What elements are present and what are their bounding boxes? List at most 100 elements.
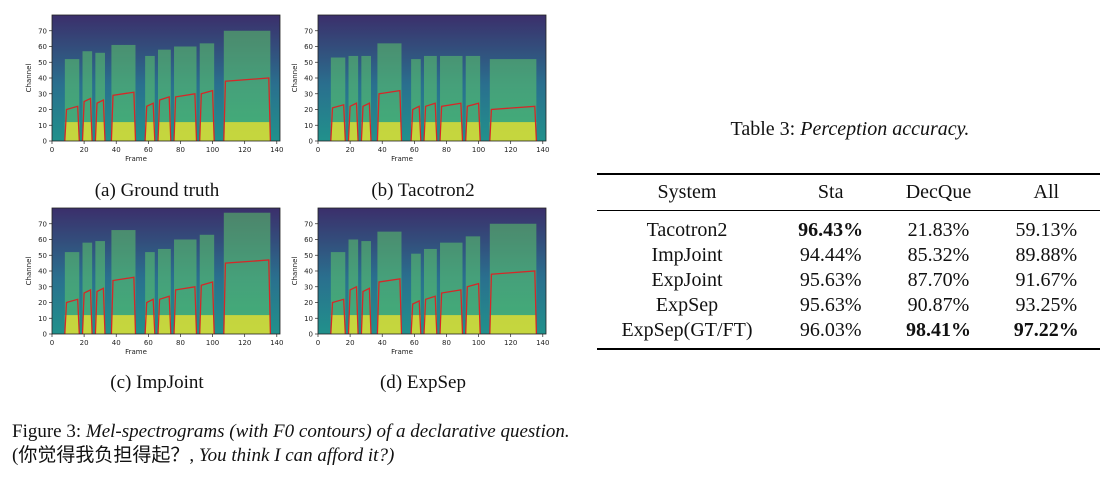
x-axis-label: Frame: [391, 348, 413, 356]
y-tick-label: 10: [38, 122, 47, 130]
y-tick-label: 60: [38, 236, 47, 244]
y-tick-label: 40: [38, 268, 47, 276]
y-tick-label: 70: [304, 27, 313, 35]
low-frequency-energy: [223, 315, 271, 334]
low-frequency-energy: [82, 315, 93, 334]
low-frequency-energy: [64, 122, 80, 141]
header-all: All: [992, 174, 1100, 211]
x-tick-label: 0: [50, 146, 54, 154]
cell-decque: 87.70%: [907, 269, 970, 291]
voiced-energy-band: [64, 59, 80, 141]
y-tick-label: 60: [304, 43, 313, 51]
y-tick-label: 30: [38, 283, 47, 291]
y-tick-label: 0: [43, 138, 47, 146]
table-caption-title: Perception accuracy.: [800, 118, 970, 140]
cell-system: ExpSep(GT/FT): [621, 319, 753, 341]
y-tick-label: 50: [304, 59, 313, 67]
figure-caption-prefix: Figure 3:: [12, 421, 86, 442]
panel-ground-truth: 0 20 40 60 80 100 120 140 0 10 20 30 40 50 60 70 Frame Ch…: [24, 10, 294, 170]
x-tick-label: 80: [442, 146, 451, 154]
low-frequency-energy: [330, 122, 346, 141]
low-frequency-energy: [489, 122, 537, 141]
low-frequency-energy: [423, 315, 437, 334]
low-frequency-energy: [465, 315, 481, 334]
table-row: ExpSep(GT/FT) 96.03% 98.41% 97.22%: [597, 318, 1100, 349]
voiced-energy-band: [411, 253, 421, 334]
cell-decque: 85.32%: [907, 244, 970, 266]
x-tick-label: 40: [378, 146, 387, 154]
x-tick-label: 120: [504, 339, 517, 347]
y-axis-label: Channel: [291, 257, 299, 286]
y-tick-label: 20: [304, 106, 313, 114]
y-tick-label: 0: [43, 331, 47, 339]
spectrogram-plot: 0 20 40 60 80 100 120 140 0 10 20 30 40 50 60 70 Frame Ch…: [291, 14, 549, 163]
voiced-energy-band: [440, 242, 463, 334]
low-frequency-energy: [489, 315, 537, 334]
low-frequency-energy: [411, 122, 421, 141]
x-tick-label: 100: [206, 339, 219, 347]
panel-expsep: 0 20 40 60 80 100 120 140 0 10 20 30 40 50 60 70 Frame Ch…: [290, 203, 560, 363]
figure-caption-chinese: (你觉得我负担得起？,: [12, 445, 199, 466]
low-frequency-energy: [411, 315, 421, 334]
voiced-energy-band: [423, 55, 437, 142]
f0-contour-line: [330, 89, 538, 142]
y-tick-label: 60: [38, 43, 47, 51]
spectrogram-plot: 0 20 40 60 80 100 120 140 0 10 20 30 40 50 60 70 Frame Ch…: [291, 207, 549, 356]
x-tick-label: 40: [378, 339, 387, 347]
y-tick-label: 70: [38, 27, 47, 35]
cell-sta: 96.43%: [798, 219, 864, 241]
cell-sta: 96.03%: [799, 319, 862, 341]
header-system: System: [597, 174, 777, 211]
x-axis-label: Frame: [125, 155, 147, 163]
spectrogram-plot: 0 20 40 60 80 100 120 140 0 10 20 30 40 50 60 70 Frame Ch…: [25, 14, 283, 163]
low-frequency-energy: [157, 315, 171, 334]
low-frequency-energy: [174, 122, 197, 141]
cell-system: Tacotron2: [646, 219, 728, 241]
x-tick-label: 80: [176, 339, 185, 347]
voiced-energy-band: [361, 55, 371, 142]
low-frequency-energy: [145, 122, 155, 141]
y-tick-label: 40: [38, 75, 47, 83]
x-tick-label: 40: [112, 146, 121, 154]
low-frequency-energy: [465, 122, 481, 141]
x-tick-label: 100: [472, 339, 485, 347]
voiced-energy-band: [174, 46, 197, 141]
x-tick-label: 60: [410, 339, 419, 347]
low-frequency-energy: [223, 122, 271, 141]
cell-system: ExpJoint: [651, 269, 723, 291]
voiced-energy-band: [82, 51, 93, 141]
voiced-energy-band: [348, 55, 359, 142]
y-axis-label: Channel: [25, 64, 33, 93]
x-tick-label: 100: [206, 146, 219, 154]
low-frequency-energy: [111, 122, 136, 141]
y-tick-label: 50: [38, 59, 47, 67]
y-tick-label: 70: [38, 220, 47, 228]
voiced-energy-band: [145, 252, 155, 334]
voiced-energy-band: [423, 248, 437, 334]
low-frequency-energy: [423, 122, 437, 141]
x-tick-label: 60: [144, 146, 153, 154]
figure-caption-translation: You think I can afford it?): [198, 445, 395, 466]
header-decque: DecQue: [884, 174, 993, 211]
table-row: Tacotron2 96.43% 21.83% 59.13%: [597, 211, 1100, 244]
y-tick-label: 10: [304, 315, 313, 323]
low-frequency-energy: [199, 315, 215, 334]
y-tick-label: 30: [304, 90, 313, 98]
figure-caption: Figure 3: Mel-spectrograms (with F0 cont…: [12, 420, 592, 468]
voiced-energy-band: [348, 239, 359, 334]
x-tick-label: 0: [50, 339, 54, 347]
cell-decque: 90.87%: [907, 294, 970, 316]
x-tick-label: 120: [238, 146, 251, 154]
cell-decque: 21.83%: [907, 219, 970, 241]
voiced-energy-band: [145, 55, 155, 142]
x-tick-label: 60: [144, 339, 153, 347]
voiced-energy-band: [411, 59, 421, 141]
voiced-energy-band: [330, 57, 346, 141]
x-tick-label: 140: [536, 146, 549, 154]
subfigure-caption: (b) Tacotron2: [371, 180, 475, 201]
low-frequency-energy: [377, 122, 402, 141]
voiced-energy-band: [157, 248, 171, 334]
table-row: ExpJoint 95.63% 87.70% 91.67%: [597, 268, 1100, 293]
cell-all: 89.88%: [1015, 244, 1078, 266]
voiced-energy-band: [199, 234, 215, 334]
